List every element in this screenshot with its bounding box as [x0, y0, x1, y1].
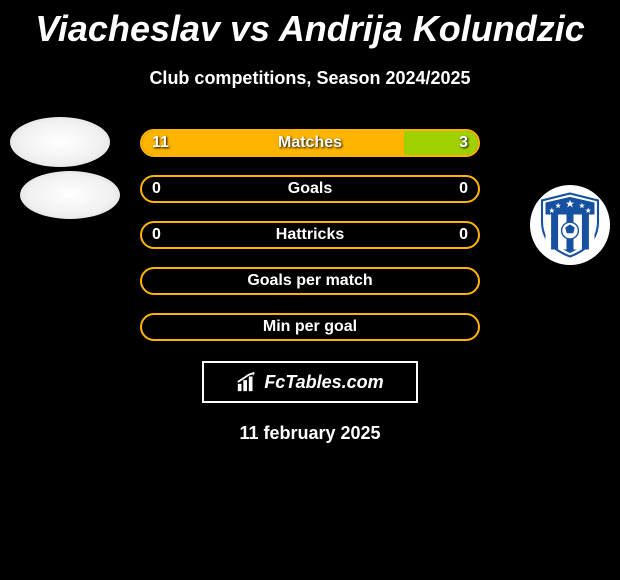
stat-label: Goals per match: [247, 272, 372, 290]
stat-bar: 11 3 Matches: [140, 129, 480, 157]
stat-bar: 0 0 Hattricks: [140, 221, 480, 249]
player-right-club-badge: [530, 185, 610, 265]
player-left-avatar: [10, 117, 110, 167]
stat-bar: 0 0 Goals: [140, 175, 480, 203]
stat-label: Goals: [288, 180, 332, 198]
stat-value-left: 11: [152, 134, 169, 152]
date-label: 11 february 2025: [0, 423, 620, 444]
chart-icon: [236, 371, 258, 393]
stat-bar: Goals per match: [140, 267, 480, 295]
shield-icon: [535, 190, 605, 260]
stats-bars: 11 3 Matches 0 0 Goals 0 0 Hattricks Goals per ma…: [140, 129, 480, 341]
player-left-avatar-2: [20, 171, 120, 219]
stat-value-left: 0: [152, 180, 161, 198]
stat-label: Matches: [278, 134, 342, 152]
stat-value-right: 0: [459, 180, 468, 198]
page-title: Viacheslav vs Andrija Kolundzic: [0, 0, 620, 50]
stat-value-right: 3: [459, 134, 468, 152]
stat-label: Min per goal: [263, 318, 357, 336]
logo-text: FcTables.com: [264, 372, 383, 393]
stat-bar-fill-left: [142, 131, 404, 155]
stat-value-right: 0: [459, 226, 468, 244]
stat-bar: Min per goal: [140, 313, 480, 341]
fctables-logo[interactable]: FcTables.com: [202, 361, 418, 403]
stat-value-left: 0: [152, 226, 161, 244]
stat-label: Hattricks: [276, 226, 344, 244]
subtitle: Club competitions, Season 2024/2025: [0, 68, 620, 89]
stats-area: 11 3 Matches 0 0 Goals 0 0 Hattricks Goals per ma…: [0, 129, 620, 341]
